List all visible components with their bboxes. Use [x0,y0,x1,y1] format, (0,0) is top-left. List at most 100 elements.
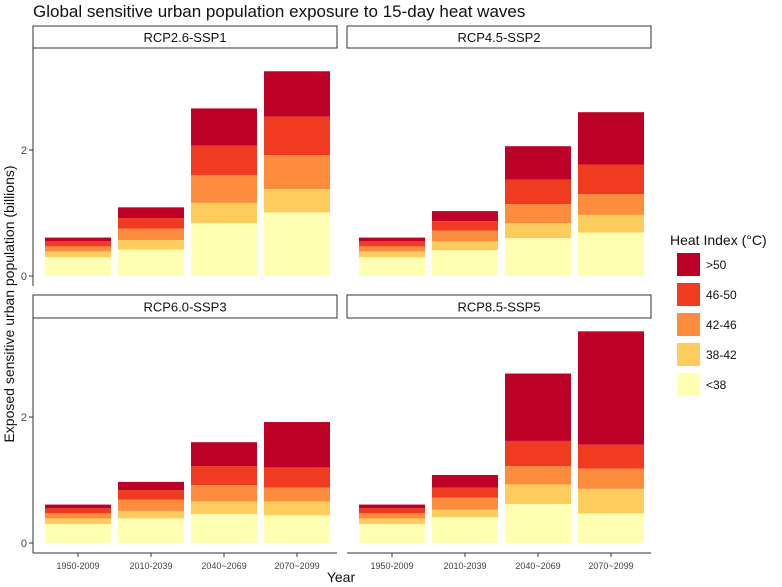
y-tick-label: 2 [21,412,27,424]
bar-segment-gt50 [45,504,111,509]
bar-segment-46-50 [45,241,111,247]
bar-segment-46-50 [118,218,184,229]
bar-segment-lt38 [118,518,184,543]
bar-segment-38-42 [432,509,498,518]
bar-segment-lt38 [505,238,571,276]
facet-strip [32,25,338,49]
bar-segment-46-50 [578,164,644,195]
bar-segment-gt50 [578,331,644,445]
facet-panels: RCP2.6-SSP1 0 2 RCP4.5-SSP2 RCP6.0-SSP3 0 2 195… [21,25,652,571]
x-tick-label: 2070~2099 [274,561,319,571]
legend-label: 38-42 [706,348,737,362]
bar-segment-42-46 [359,246,425,252]
bar-segment-lt38 [578,232,644,276]
bar-segment-38-42 [505,484,571,504]
bar-segment-lt38 [432,517,498,543]
bar-segment-gt50 [264,71,330,117]
bar-segment-38-42 [578,214,644,233]
bar-segment-gt50 [505,373,571,441]
bar-segment-42-46 [432,497,498,510]
y-tick-label: 0 [21,271,27,283]
bar-segment-gt50 [118,481,184,491]
legend-title: Heat Index (°C) [670,232,767,248]
bar-segment-46-50 [264,467,330,488]
bar-segment-42-46 [505,466,571,485]
bar-segment-lt38 [191,223,257,276]
legend: Heat Index (°C) >50 46-50 42-46 38-42 <38 [670,232,767,396]
facet-rcp6-0-ssp3: RCP6.0-SSP3 0 2 1950-2009 2010-2039 2040~2069… [21,294,338,571]
bar-segment-46-50 [505,440,571,467]
legend-label: <38 [706,378,727,392]
bar-segment-lt38 [264,212,330,276]
legend-swatch [677,283,700,306]
bar-segment-lt38 [191,514,257,543]
legend-label: 42-46 [706,318,737,332]
bar-segment-38-42 [359,251,425,258]
bar-segment-46-50 [191,145,257,176]
facet-rcp4-5-ssp2: RCP4.5-SSP2 [346,25,652,276]
x-tick-label: 2040~2069 [201,561,246,571]
bar-segment-42-46 [264,487,330,502]
x-tick-label: 2040~2069 [515,561,560,571]
bar-segment-38-42 [432,241,498,251]
bar-segment-lt38 [45,257,111,276]
facet-strip-label: RCP2.6-SSP1 [143,30,226,45]
bar-segment-38-42 [264,501,330,516]
bar-segment-42-46 [505,204,571,224]
bar-segment-lt38 [359,257,425,276]
chart-title: Global sensitive urban population exposu… [33,2,525,21]
facet-strip-label: RCP6.0-SSP3 [143,300,226,315]
facet-strip [346,25,652,49]
facet-strip-label: RCP8.5-SSP5 [457,300,540,315]
bar-segment-gt50 [118,207,184,219]
bar-segment-lt38 [359,524,425,543]
bar-segment-42-46 [118,499,184,511]
x-tick-label: 2010-2039 [443,561,486,571]
bar-segment-gt50 [264,422,330,468]
bar-segment-lt38 [505,503,571,543]
legend-swatch [677,373,700,396]
bar-segment-lt38 [45,524,111,543]
bar-segment-gt50 [505,146,571,180]
bar-segment-gt50 [432,211,498,222]
bar-segment-gt50 [359,237,425,242]
bar-segment-42-46 [191,175,257,203]
facet-rcp2-6-ssp1: RCP2.6-SSP1 0 2 [21,25,338,286]
facet-rcp8-5-ssp5: RCP8.5-SSP5 1950-2009 2010-2039 2040~2069 20… [346,294,652,571]
x-axis-title: Year [327,569,356,585]
bar-segment-gt50 [359,504,425,509]
legend-swatch [677,343,700,366]
legend-label: 46-50 [706,288,737,302]
bar-segment-46-50 [505,179,571,205]
y-tick-label: 0 [21,538,27,550]
bar-segment-42-46 [264,155,330,190]
bar-segment-38-42 [264,189,330,213]
bar-segment-38-42 [191,501,257,515]
legend-label: >50 [706,258,727,272]
y-tick-label: 2 [21,145,27,157]
bar-segment-38-42 [505,223,571,239]
bar-segment-46-50 [118,490,184,500]
bar-segment-lt38 [264,515,330,543]
bar-segment-lt38 [118,249,184,276]
bar-segment-42-46 [118,228,184,241]
bar-segment-38-42 [578,488,644,514]
bar-segment-lt38 [432,250,498,276]
bar-segment-42-46 [191,485,257,502]
bar-segment-46-50 [45,508,111,514]
bar-segment-38-42 [118,510,184,519]
facet-strip [346,294,652,319]
bar-segment-42-46 [578,194,644,215]
bar-segment-46-50 [432,221,498,231]
bar-segment-gt50 [432,474,498,488]
x-tick-label: 1950-2009 [56,561,99,571]
bar-segment-46-50 [264,116,330,156]
bar-segment-46-50 [359,241,425,247]
facet-strip [32,294,338,319]
bar-segment-gt50 [191,442,257,467]
bar-segment-42-46 [45,246,111,252]
bar-segment-38-42 [45,251,111,258]
legend-swatch [677,313,700,336]
bar-segment-38-42 [118,240,184,250]
